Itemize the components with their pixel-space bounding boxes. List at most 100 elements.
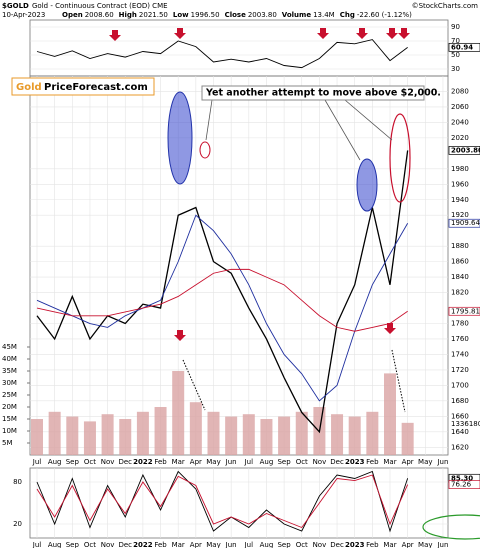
volume-bar <box>172 371 185 455</box>
value-tag-label: 60.94 <box>451 43 473 51</box>
quote-value: 13.4M <box>313 11 335 19</box>
x-tick-label: Jul <box>244 458 254 466</box>
x-tick-label: May <box>418 458 432 466</box>
y2-tick-label: 10M <box>2 427 17 435</box>
y2-tick-label: 5M <box>2 439 13 447</box>
volume-bar <box>331 414 344 455</box>
volume-bar <box>242 414 255 455</box>
x-tick-label: Feb <box>154 458 167 466</box>
volume-bar <box>66 416 79 455</box>
x-tick-label: Sep <box>66 541 80 548</box>
y-tick-label: 80 <box>13 478 22 486</box>
x-tick-label: Apr <box>190 541 202 548</box>
x-tick-label: Mar <box>172 458 185 466</box>
series-line <box>36 474 409 529</box>
x-tick-label: Oct <box>84 458 96 466</box>
y-tick-label: 1920 <box>451 211 469 219</box>
x-tick-label: Jul <box>32 458 42 466</box>
y-tick-label: 1980 <box>451 165 469 173</box>
y2-tick-label: 35M <box>2 367 17 375</box>
x-tick-label: May <box>206 458 220 466</box>
x-tick-label: Apr <box>402 458 414 466</box>
quote-value: -22.60 (-1.12%) <box>357 11 412 19</box>
value-tag <box>448 146 480 155</box>
y2-tick-label: 15M <box>2 415 17 423</box>
highlight <box>167 91 193 185</box>
series-line <box>36 214 409 402</box>
quote-label: Low <box>173 11 189 19</box>
y-tick-label: 1820 <box>451 289 469 297</box>
arrow <box>174 330 186 341</box>
volume-bar <box>295 411 308 455</box>
series-line <box>36 39 408 69</box>
y-tick-label: 1760 <box>451 335 469 343</box>
arrow <box>109 30 121 41</box>
x-tick-label: Apr <box>190 458 202 466</box>
x-tick-label: Nov <box>101 458 115 466</box>
arrow <box>317 28 329 39</box>
y-tick-label: 1620 <box>451 443 469 451</box>
volume-bar <box>48 411 61 455</box>
volume-bar <box>83 421 96 455</box>
annotation-box <box>201 85 425 101</box>
x-tick-label: 2022 <box>133 458 153 466</box>
quote-value: 2008.60 <box>85 11 114 19</box>
subtitle: Gold - Continuous Contract (EOD) CME <box>32 2 168 10</box>
x-tick-label: Sep <box>277 458 291 466</box>
x-tick-label: Aug <box>48 458 62 466</box>
x-tick-label: Jul <box>32 541 42 548</box>
x-tick-label: May <box>418 541 432 548</box>
volume-label: 1336180 <box>451 420 480 428</box>
y-tick-label: 1700 <box>451 381 469 389</box>
quote-label: Volume <box>282 11 312 19</box>
stoch-panel <box>29 467 449 539</box>
y-tick-label: 2060 <box>451 103 469 111</box>
y-tick-label: 50 <box>451 51 460 59</box>
x-tick-label: Dec <box>118 541 132 548</box>
y-tick-label: 1780 <box>451 320 469 328</box>
x-tick-label: Oct <box>296 541 308 548</box>
series-line <box>36 470 409 533</box>
logo-site: PriceForecast.com <box>44 82 148 93</box>
series-line <box>36 268 408 332</box>
quote-value: 2021.50 <box>139 11 168 19</box>
volume-bar <box>189 402 202 455</box>
y2-tick-label: 40M <box>2 355 17 363</box>
y-tick-label: 1680 <box>451 397 469 405</box>
y2-tick-label: 45M <box>2 343 17 351</box>
x-tick-label: Jun <box>436 541 448 548</box>
value-tag-label: 85.30 <box>451 474 473 482</box>
x-tick-label: 2023 <box>345 458 365 466</box>
y-tick-label: 70 <box>451 37 460 45</box>
y-tick-label: 2080 <box>451 87 469 95</box>
x-tick-label: Sep <box>277 541 291 548</box>
x-tick-label: Sep <box>66 458 80 466</box>
arrow <box>398 28 410 39</box>
x-tick-label: Jun <box>436 458 448 466</box>
value-tag <box>448 480 480 489</box>
y-tick-label: 1960 <box>451 180 469 188</box>
arrow <box>384 323 396 334</box>
y-tick-label: 2040 <box>451 118 469 126</box>
x-tick-label: Jun <box>225 458 237 466</box>
x-tick-label: 2022 <box>133 541 153 548</box>
y-tick-label: 1940 <box>451 196 469 204</box>
price-panel <box>29 75 449 456</box>
x-tick-label: Mar <box>383 458 396 466</box>
decorations <box>109 28 410 341</box>
y-tick-label: 30 <box>451 65 460 73</box>
y-tick-label: 1720 <box>451 366 469 374</box>
volume-bar <box>260 419 273 455</box>
x-tick-label: Mar <box>172 541 185 548</box>
header: $GOLD Gold - Continuous Contract (EOD) C… <box>2 2 478 19</box>
highlight <box>199 141 211 159</box>
volume-bar <box>348 416 361 455</box>
value-tag-label: 76.26 <box>451 481 472 489</box>
quote-label: Chg <box>340 11 355 19</box>
quote-label: Open <box>62 11 83 19</box>
y-tick-label: 90 <box>451 23 460 31</box>
highlight <box>422 514 480 540</box>
y-tick-label: 1860 <box>451 258 469 266</box>
value-tag <box>448 42 480 52</box>
